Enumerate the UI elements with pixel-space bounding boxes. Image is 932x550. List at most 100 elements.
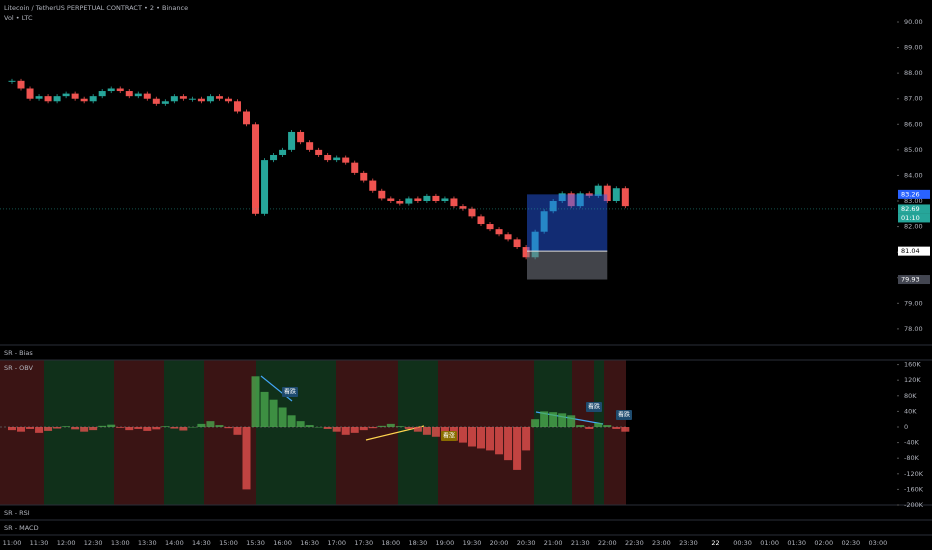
obv-bar [26,427,35,429]
obv-bar [7,427,16,431]
x-tick-label: 16:00 [273,539,292,547]
obv-bar [395,426,404,428]
obv-bar [504,427,513,461]
candle [125,91,133,97]
annotation-box [282,387,298,397]
candle [8,80,16,82]
x-tick-label: 12:30 [84,539,103,547]
y-tick-label: 90.00 [904,18,923,26]
candle [261,160,269,214]
candle [378,190,386,199]
candle [44,96,52,102]
obv-bar [540,411,549,428]
obv-bar [594,423,603,428]
x-tick-label: 17:00 [327,539,346,547]
panel-label: SR - Bias [4,349,33,357]
y-tick-label: 79.00 [904,299,923,307]
candle [396,201,404,204]
obv-bar [495,427,504,455]
candle [450,198,458,207]
obv-bar [161,426,170,428]
obv-bar [107,424,116,428]
obv-bar [80,427,89,432]
y-tick-label: -40K [904,439,920,447]
candle [315,149,323,155]
obv-bar [332,427,341,432]
candle [215,96,223,99]
candle [80,98,88,102]
x-tick-label: 00:30 [733,539,752,547]
x-tick-label: 16:30 [300,539,319,547]
obv-bar [341,427,350,435]
x-tick-label: 02:30 [841,539,860,547]
candle [279,149,287,155]
x-tick-label: 01:30 [787,539,806,547]
obv-bar [513,427,522,470]
candle [243,111,251,125]
volume-label: Vol • LTC [4,14,33,22]
x-tick-label: 18:00 [381,539,400,547]
obv-bar [305,425,314,428]
y-tick-label: 0 [904,423,908,431]
annotation: 看跌 [284,388,296,396]
panel-label: SR - MACD [4,524,39,532]
obv-bar [134,427,143,429]
obv-bar [152,427,161,430]
obv-bar [242,427,251,490]
candle [531,231,539,258]
candle [89,96,97,102]
obv-bar [215,425,224,428]
candle [26,88,34,99]
x-tick-label: 20:30 [517,539,536,547]
y-tick-label: 160K [904,361,921,369]
target-zone [527,194,608,252]
x-tick-label: 22 [711,539,719,547]
y-tick-label: 85.00 [904,146,923,154]
obv-bar [413,427,422,432]
candle [342,157,350,163]
x-tick-label: 21:30 [571,539,590,547]
x-tick-label: 03:00 [868,539,887,547]
candle [116,88,124,92]
candle [603,185,611,202]
y-tick-label: -160K [904,485,924,493]
obv-bar [89,427,98,431]
candle [621,188,629,207]
obv-bar [621,427,630,432]
annotation-box [586,402,602,412]
obv-bar [188,427,197,428]
price-tag-label: 79.93 [901,276,920,284]
obv-bar [206,421,215,428]
x-tick-label: 15:30 [246,539,265,547]
annotation: 看跌 [588,403,600,411]
candle [360,172,368,181]
candle [477,216,485,225]
annotation-box [616,410,632,420]
obv-bar [522,427,531,451]
candle [17,80,25,89]
x-tick-label: 19:00 [436,539,455,547]
y-tick-label: 80K [904,392,917,400]
annotation-box [441,431,457,441]
obv-bar [278,407,287,428]
candle [179,96,187,99]
x-tick-label: 21:00 [544,539,563,547]
obv-bar [116,427,125,428]
obv-bar [431,427,440,437]
obv-bar [567,415,576,428]
x-tick-label: 13:00 [111,539,130,547]
countdown-tag [898,213,930,223]
candle [513,239,521,248]
obv-bar [377,425,386,428]
candle [558,193,566,202]
y-tick-label: 83.00 [904,197,923,205]
price-tag-label: 81.04 [901,247,920,255]
x-tick-label: 15:00 [219,539,238,547]
obv-bar [233,427,242,435]
obv-bar [62,426,71,428]
obv-bar [296,421,305,428]
countdown: 01:10 [901,214,920,222]
obv-bar [323,427,332,429]
obv-bar [386,423,395,428]
